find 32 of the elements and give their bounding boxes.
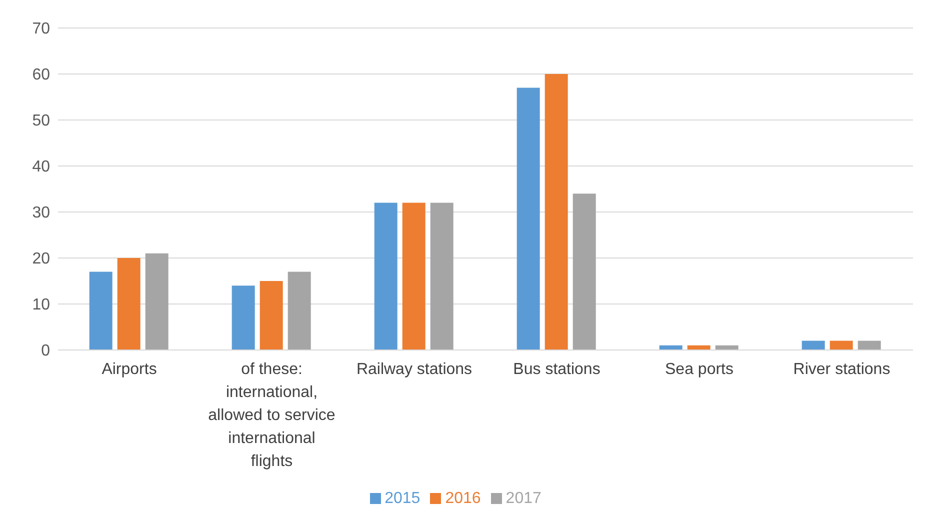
y-tick-label: 10 [32, 296, 50, 314]
legend-label: 2015 [384, 490, 420, 507]
bar [89, 272, 112, 350]
x-tick-label: Sea ports [665, 361, 734, 378]
bar [858, 340, 881, 350]
y-tick-label: 0 [41, 342, 50, 360]
y-tick-label: 20 [32, 250, 50, 268]
bar [544, 74, 568, 350]
bar [830, 340, 853, 350]
bar [430, 202, 454, 350]
legend-label: 2016 [445, 490, 481, 507]
bar [117, 258, 140, 350]
bar [802, 340, 825, 350]
y-tick-label: 60 [32, 66, 50, 84]
bar [260, 281, 283, 350]
bar [516, 88, 540, 350]
bar [572, 194, 596, 350]
x-tick-label: River stations [793, 361, 890, 378]
x-tick-label: Railway stations [356, 361, 472, 378]
legend-label: 2017 [506, 490, 542, 507]
bar [288, 272, 311, 350]
x-tick-label: of these: international, allowed to service international flights [208, 361, 336, 470]
bar [232, 286, 255, 350]
x-tick-label: Bus stations [513, 361, 600, 378]
bar [374, 202, 398, 350]
x-tick-label: Airports [102, 361, 157, 378]
y-tick-label: 70 [32, 20, 50, 38]
y-tick-label: 50 [32, 112, 50, 130]
bar [402, 202, 426, 350]
y-tick-label: 40 [32, 158, 50, 176]
y-tick-label: 30 [32, 204, 50, 222]
bar [145, 253, 168, 350]
